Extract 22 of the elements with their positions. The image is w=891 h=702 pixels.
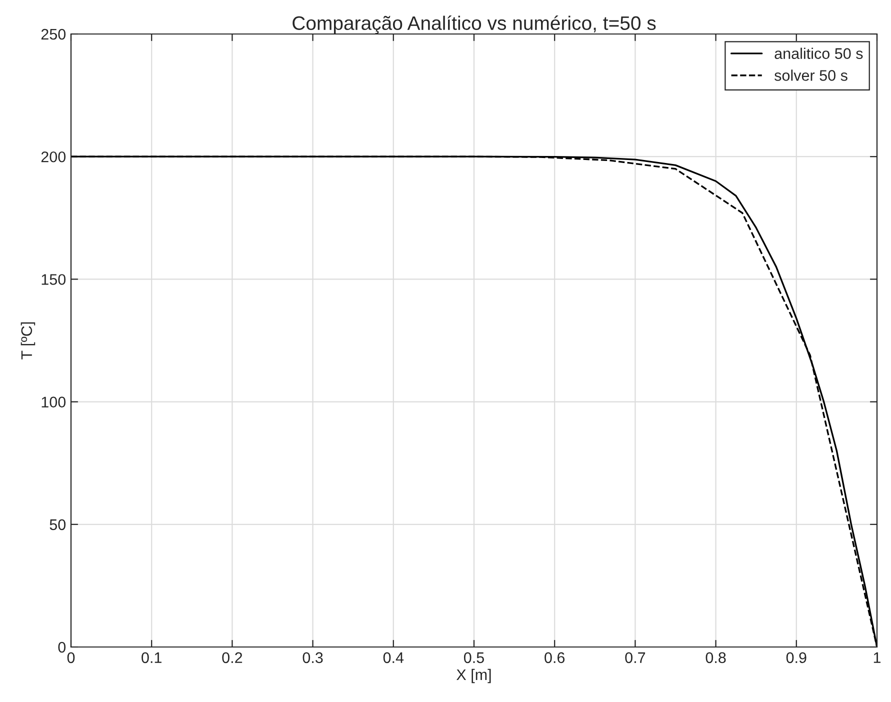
x-tick-label: 0.9 [786, 652, 806, 664]
x-tick-label: 1 [874, 652, 881, 663]
y-tick-label: 250 [41, 28, 66, 40]
x-tick-label: 0.4 [383, 652, 404, 664]
legend-label: analitico 50 s [774, 48, 863, 59]
legend-label: solver 50 s [774, 70, 848, 81]
y-tick-label: 200 [41, 151, 66, 162]
x-tick-label: 0 [67, 652, 75, 664]
x-tick-label: 0.5 [464, 652, 484, 664]
x-tick-label: 0.6 [544, 652, 565, 664]
x-tick-label: 0.2 [222, 652, 242, 664]
x-tick-label: 0.7 [625, 652, 646, 664]
y-axis-title: T [ºC] [20, 322, 36, 360]
x-axis-title: X [m] [456, 668, 491, 684]
x-tick-label: 0.8 [706, 652, 726, 664]
chart-title: Comparação Analítico vs numérico, t=50 s [292, 16, 656, 34]
y-tick-label: 100 [42, 396, 66, 408]
y-tick-label: 150 [42, 274, 66, 285]
y-tick-label: 50 [50, 519, 66, 530]
y-tick-label: 0 [58, 642, 66, 653]
x-tick-label: 0.1 [142, 652, 162, 664]
x-tick-label: 0.3 [302, 652, 323, 664]
